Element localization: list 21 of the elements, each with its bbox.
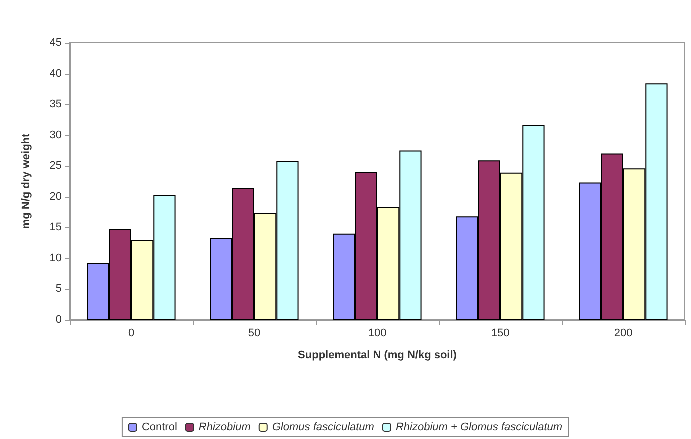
legend-label: Rhizobium bbox=[198, 422, 251, 434]
y-tick-label: 5 bbox=[56, 283, 62, 296]
x-tick-label: 0 bbox=[128, 328, 135, 340]
y-tick-label: 0 bbox=[56, 314, 62, 326]
y-tick-label: 45 bbox=[50, 37, 62, 49]
y-tick-label: 25 bbox=[50, 160, 62, 172]
x-tick-label: 150 bbox=[491, 328, 510, 340]
legend-label: Control bbox=[142, 422, 178, 434]
y-tick-label: 15 bbox=[50, 222, 62, 234]
y-tick-label: 20 bbox=[50, 190, 62, 203]
x-tick-label: 50 bbox=[248, 328, 261, 340]
x-tick-label: 200 bbox=[614, 328, 633, 340]
y-tick-label: 40 bbox=[50, 68, 62, 80]
y-axis-title: mg N/g dry weight bbox=[20, 134, 32, 230]
y-tick-label: 30 bbox=[50, 129, 62, 142]
y-tick-label: 10 bbox=[50, 252, 62, 264]
legend-label: Rhizobium + Glomus fasciculatum bbox=[396, 422, 563, 434]
x-tick-label: 100 bbox=[368, 328, 387, 340]
y-tick-label: 35 bbox=[50, 98, 62, 111]
legend-label: Glomus fasciculatum bbox=[272, 422, 374, 434]
x-axis-title: Supplemental N (mg N/kg soil) bbox=[298, 350, 458, 362]
